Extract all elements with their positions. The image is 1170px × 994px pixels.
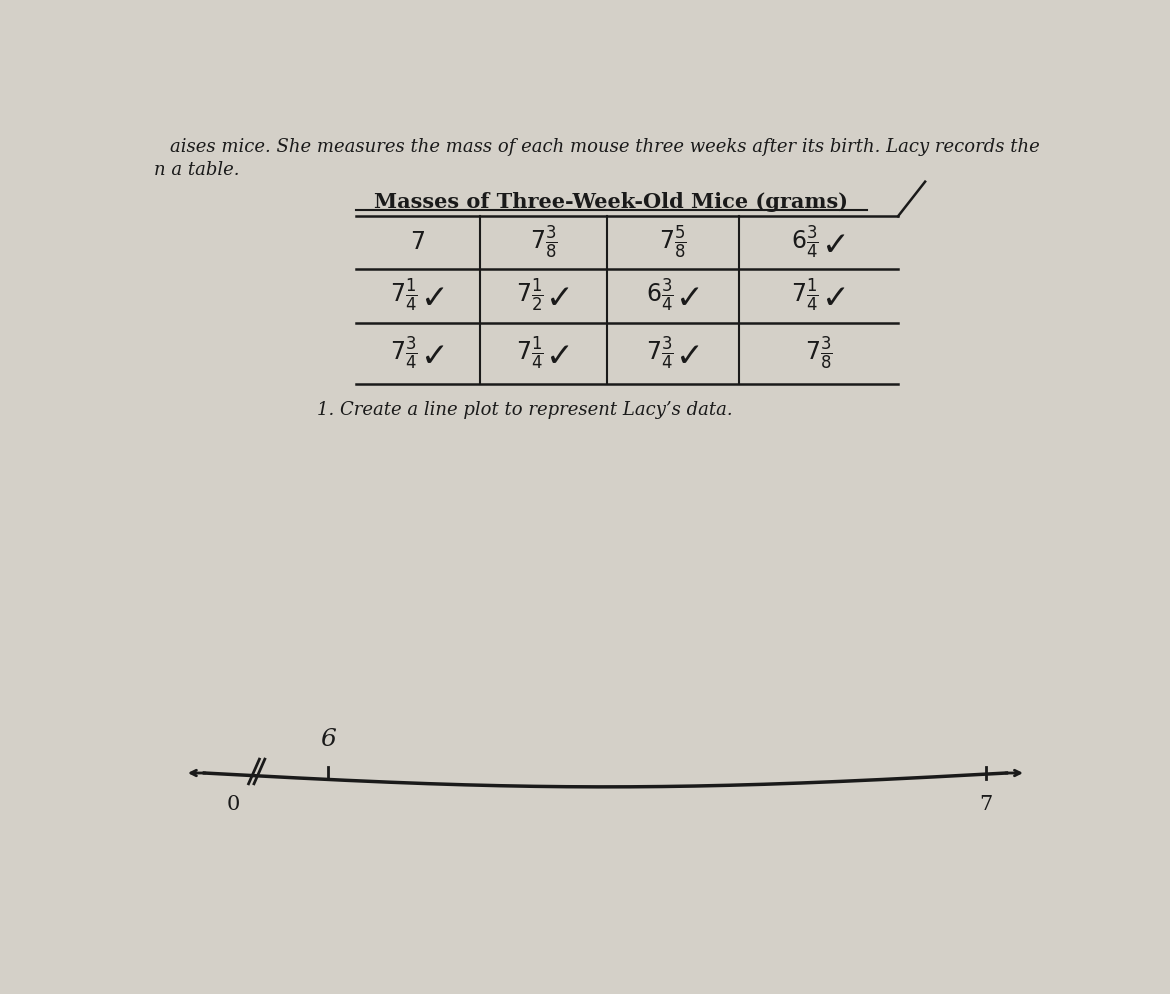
Text: $6\frac{3}{4}$: $6\frac{3}{4}$ bbox=[791, 224, 818, 261]
Text: ✓: ✓ bbox=[821, 282, 849, 315]
Text: $7\frac{3}{8}$: $7\frac{3}{8}$ bbox=[530, 224, 557, 261]
Text: $7\frac{5}{8}$: $7\frac{5}{8}$ bbox=[660, 224, 687, 261]
Text: $7\frac{1}{4}$: $7\frac{1}{4}$ bbox=[791, 277, 818, 314]
Text: ✓: ✓ bbox=[420, 340, 448, 373]
Text: aises mice. She measures the mass of each mouse three weeks after its birth. Lac: aises mice. She measures the mass of eac… bbox=[170, 138, 1039, 156]
Text: n a table.: n a table. bbox=[154, 161, 240, 179]
Text: $7\frac{3}{8}$: $7\frac{3}{8}$ bbox=[805, 335, 832, 372]
Text: ✓: ✓ bbox=[546, 340, 574, 373]
Text: Masses of Three-Week-Old Mice (grams): Masses of Three-Week-Old Mice (grams) bbox=[374, 192, 848, 212]
Text: $7\frac{3}{4}$: $7\frac{3}{4}$ bbox=[390, 335, 418, 372]
Text: 0: 0 bbox=[226, 794, 240, 813]
Text: 7: 7 bbox=[979, 794, 992, 813]
Text: ✓: ✓ bbox=[676, 340, 704, 373]
Text: $7\frac{1}{2}$: $7\frac{1}{2}$ bbox=[516, 277, 543, 314]
Text: 6: 6 bbox=[321, 729, 336, 751]
Text: ✓: ✓ bbox=[676, 282, 704, 315]
Text: 1. Create a line plot to represent Lacy’s data.: 1. Create a line plot to represent Lacy’… bbox=[317, 402, 732, 419]
Text: $7\frac{1}{4}$: $7\frac{1}{4}$ bbox=[516, 335, 543, 372]
Text: ✓: ✓ bbox=[821, 229, 849, 262]
Text: ✓: ✓ bbox=[420, 282, 448, 315]
Text: $7\frac{3}{4}$: $7\frac{3}{4}$ bbox=[646, 335, 673, 372]
Text: $7\frac{1}{4}$: $7\frac{1}{4}$ bbox=[390, 277, 418, 314]
Text: $7$: $7$ bbox=[410, 231, 425, 254]
Text: $6\frac{3}{4}$: $6\frac{3}{4}$ bbox=[646, 277, 673, 314]
Text: ✓: ✓ bbox=[546, 282, 574, 315]
